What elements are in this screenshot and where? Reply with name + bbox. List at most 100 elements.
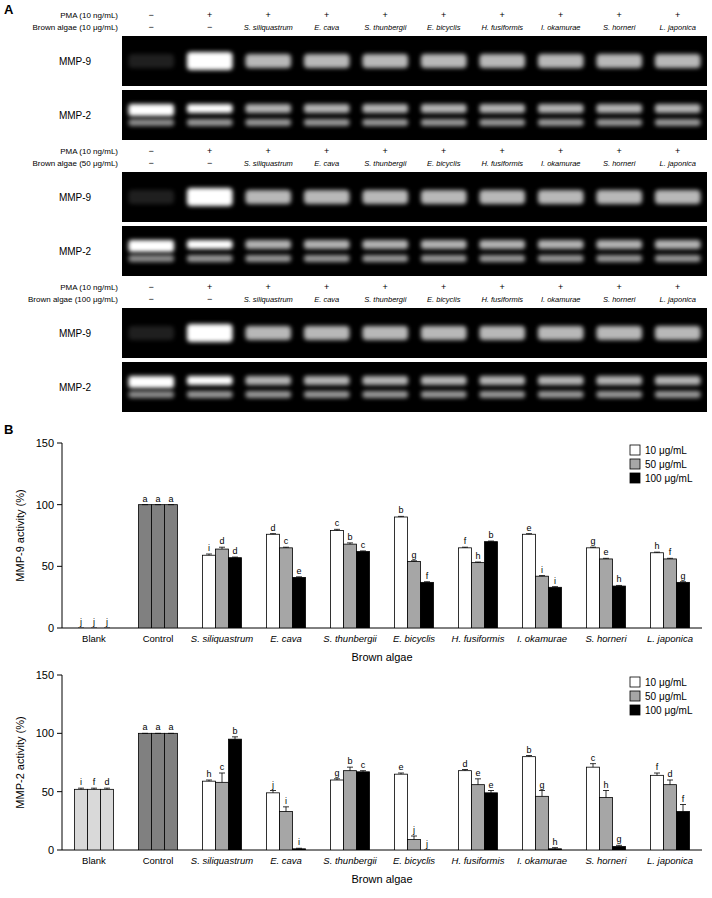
significance-letter: a: [142, 494, 147, 504]
gel-band: [596, 104, 642, 113]
significance-letter: c: [284, 536, 289, 546]
lane-label: E. cava: [314, 295, 339, 304]
gel-band: [128, 391, 174, 398]
significance-letter: i: [541, 565, 543, 575]
lane-label: L. japonica: [660, 23, 696, 32]
x-tick-label: S. thunbergii: [323, 855, 377, 866]
lane-sign: +: [500, 146, 505, 156]
panel-label: A: [4, 2, 14, 17]
lane-label: −: [149, 158, 154, 168]
lane-sign: +: [207, 282, 212, 292]
gel-background: [122, 90, 707, 140]
x-tick-label: S. horneri: [585, 855, 627, 866]
error-stem: [478, 779, 479, 785]
x-tick-label: S. horneri: [585, 633, 627, 644]
significance-letter: e: [488, 780, 493, 790]
error-bar: [219, 547, 225, 549]
figure: APMA (10 ng/mL)Brown algae (10 μg/mL)−++…: [0, 0, 712, 898]
error-bar: [552, 586, 558, 588]
error-cap: [526, 755, 532, 756]
gel-band: [128, 54, 174, 68]
error-cap: [590, 763, 596, 764]
error-cap: [155, 504, 161, 505]
significance-letter: f: [682, 794, 685, 804]
error-cap: [104, 788, 110, 789]
bar: [88, 628, 101, 629]
bar: [485, 793, 498, 850]
lane-label: −: [207, 158, 212, 168]
x-tick-label: Blank: [82, 633, 106, 644]
significance-letter: a: [155, 722, 160, 732]
bar: [651, 553, 664, 628]
lane-label: H. fusiformis: [481, 23, 523, 32]
x-tick-label: E. bicyclis: [393, 855, 435, 866]
lane-label: H. fusiformis: [481, 159, 523, 168]
gel-label: MMP-9: [59, 56, 92, 67]
y-tick-label: 0: [48, 844, 54, 856]
error-stem: [286, 807, 287, 812]
error-bar: [411, 836, 417, 840]
error-cap: [334, 529, 340, 530]
error-cap: [206, 554, 212, 555]
error-bar: [334, 529, 340, 530]
gel-band: [479, 190, 525, 204]
significance-letter: c: [361, 760, 366, 770]
lane-sign: +: [675, 146, 680, 156]
lane-label: −: [207, 22, 212, 32]
gel-band: [304, 104, 350, 113]
error-cap: [232, 736, 238, 737]
error-cap: [104, 628, 110, 629]
gel-band: [655, 54, 701, 68]
y-tick: [57, 791, 62, 792]
error-cap: [552, 586, 558, 587]
significance-letter: j: [92, 617, 95, 627]
error-cap: [603, 558, 609, 559]
significance-letter: j: [425, 839, 428, 849]
bars: [75, 733, 690, 850]
error-bar: [104, 788, 110, 789]
error-bar: [590, 764, 596, 768]
error-bar: [78, 628, 84, 629]
y-tick-label: 0: [48, 622, 54, 634]
legend-label: 10 μg/mL: [645, 677, 687, 688]
gel-background: [122, 36, 707, 86]
gel-band: [128, 190, 174, 204]
error-cap: [398, 516, 404, 517]
error-bar: [91, 788, 97, 789]
y-tick: [57, 850, 62, 851]
gel-band: [655, 376, 701, 385]
gel-band: [362, 376, 408, 385]
lane-label: S. siliquastrum: [244, 159, 293, 168]
significance-letter: c: [361, 540, 366, 550]
bar: [152, 505, 165, 628]
error-bar: [296, 576, 302, 578]
lane-label: −: [207, 294, 212, 304]
error-cap: [424, 850, 430, 851]
gel-band: [596, 255, 642, 262]
error-cap: [411, 560, 417, 561]
error-bar: [667, 780, 673, 785]
gel-band: [479, 326, 525, 340]
error-cap: [155, 733, 161, 734]
gel-band: [245, 54, 291, 68]
bar: [152, 733, 165, 850]
gel-band: [479, 104, 525, 113]
gel-band: [304, 240, 350, 249]
gel-band: [362, 119, 408, 126]
y-tick-label: 50: [42, 560, 54, 572]
lane-sign: +: [558, 10, 563, 20]
bar: [587, 767, 600, 850]
bar: [88, 789, 101, 850]
y-axis-label: MMP-2 activity (%): [14, 716, 26, 808]
error-bar: [142, 733, 148, 734]
error-stem: [542, 791, 543, 797]
gel-band: [304, 54, 350, 68]
bar: [651, 775, 664, 850]
error-stem: [414, 836, 415, 840]
bar: [421, 850, 434, 851]
bar: [293, 849, 306, 850]
significance-letter: e: [526, 523, 531, 533]
significance-letter: d: [667, 769, 672, 779]
significance-letter: a: [142, 722, 147, 732]
significance-letter: d: [232, 546, 237, 556]
